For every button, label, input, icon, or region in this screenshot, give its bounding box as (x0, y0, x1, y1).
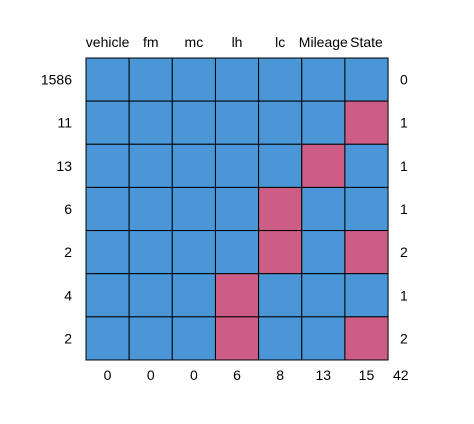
observed-cell-r1-c3 (214, 100, 260, 145)
row-missing-label-0: 0 (400, 72, 408, 88)
observed-cell-r2-c6 (344, 143, 389, 188)
observed-cell-r3-c6 (344, 186, 389, 232)
row-count-label-1: 11 (57, 115, 72, 131)
column-missing-total-3: 6 (233, 367, 241, 383)
observed-cell-r4-c1 (128, 230, 173, 275)
observed-cell-r2-c2 (171, 143, 216, 188)
observed-cell-r6-c2 (171, 316, 216, 361)
row-count-label-3: 6 (64, 201, 72, 217)
observed-cell-r0-c0 (85, 57, 130, 102)
row-missing-label-5: 1 (400, 287, 408, 303)
column-missing-total-2: 0 (190, 367, 198, 383)
observed-cell-r6-c4 (258, 316, 303, 361)
observed-cell-r2-c4 (258, 143, 303, 188)
column-missing-total-5: 13 (316, 367, 332, 383)
observed-cell-r2-c1 (128, 143, 173, 188)
column-label-4: lc (275, 34, 285, 50)
observed-cell-r0-c4 (258, 57, 303, 102)
observed-cell-r5-c4 (258, 273, 303, 318)
row-count-label-4: 2 (64, 244, 72, 260)
observed-cell-r5-c2 (171, 273, 216, 318)
observed-cell-r3-c5 (301, 186, 346, 232)
observed-cell-r6-c0 (85, 316, 130, 361)
observed-cell-r6-c1 (128, 316, 173, 361)
observed-cell-r4-c3 (214, 230, 260, 275)
missing-cell-r4-c4 (258, 230, 303, 275)
row-count-label-0: 1586 (41, 72, 72, 88)
observed-cell-r5-c0 (85, 273, 130, 318)
column-missing-total-1: 0 (147, 367, 155, 383)
observed-cell-r4-c0 (85, 230, 130, 275)
observed-cell-r0-c6 (344, 57, 389, 102)
missing-cell-r1-c6 (344, 100, 389, 145)
observed-cell-r1-c0 (85, 100, 130, 145)
observed-cell-r5-c1 (128, 273, 173, 318)
column-label-0: vehicle (86, 34, 130, 50)
missing-cell-r2-c5 (301, 143, 346, 188)
observed-cell-r1-c5 (301, 100, 346, 145)
row-missing-label-4: 2 (400, 244, 408, 260)
observed-cell-r0-c1 (128, 57, 173, 102)
observed-cell-r4-c5 (301, 230, 346, 275)
observed-cell-r3-c2 (171, 186, 216, 232)
row-missing-label-3: 1 (400, 201, 408, 217)
observed-cell-r5-c6 (344, 273, 389, 318)
observed-cell-r1-c1 (128, 100, 173, 145)
observed-cell-r3-c1 (128, 186, 173, 232)
column-missing-total-4: 8 (276, 367, 284, 383)
missing-cell-r6-c3 (214, 316, 260, 361)
observed-cell-r0-c2 (171, 57, 216, 102)
missing-cell-r6-c6 (344, 316, 389, 361)
missing-cell-r3-c4 (258, 186, 303, 232)
row-count-label-5: 4 (64, 287, 72, 303)
observed-cell-r0-c3 (214, 57, 260, 102)
column-label-5: Mileage (299, 34, 348, 50)
column-label-3: lh (232, 34, 243, 50)
column-missing-total-6: 15 (359, 367, 375, 383)
row-missing-label-6: 2 (400, 330, 408, 346)
observed-cell-r5-c5 (301, 273, 346, 318)
column-label-1: fm (143, 34, 159, 50)
column-label-6: State (350, 34, 383, 50)
observed-cell-r1-c2 (171, 100, 216, 145)
observed-cell-r1-c4 (258, 100, 303, 145)
observed-cell-r2-c3 (214, 143, 260, 188)
row-count-label-6: 2 (64, 330, 72, 346)
observed-cell-r0-c5 (301, 57, 346, 102)
total-missing-label: 42 (393, 367, 409, 383)
row-missing-label-1: 1 (400, 115, 408, 131)
missing-cell-r4-c6 (344, 230, 389, 275)
missing-cell-r5-c3 (214, 273, 260, 318)
column-missing-total-0: 0 (104, 367, 112, 383)
observed-cell-r4-c2 (171, 230, 216, 275)
row-count-label-2: 13 (56, 158, 72, 174)
observed-cell-r2-c0 (85, 143, 130, 188)
observed-cell-r6-c5 (301, 316, 346, 361)
row-missing-label-2: 1 (400, 158, 408, 174)
column-label-2: mc (185, 34, 204, 50)
observed-cell-r3-c0 (85, 186, 130, 232)
observed-cell-r3-c3 (214, 186, 260, 232)
